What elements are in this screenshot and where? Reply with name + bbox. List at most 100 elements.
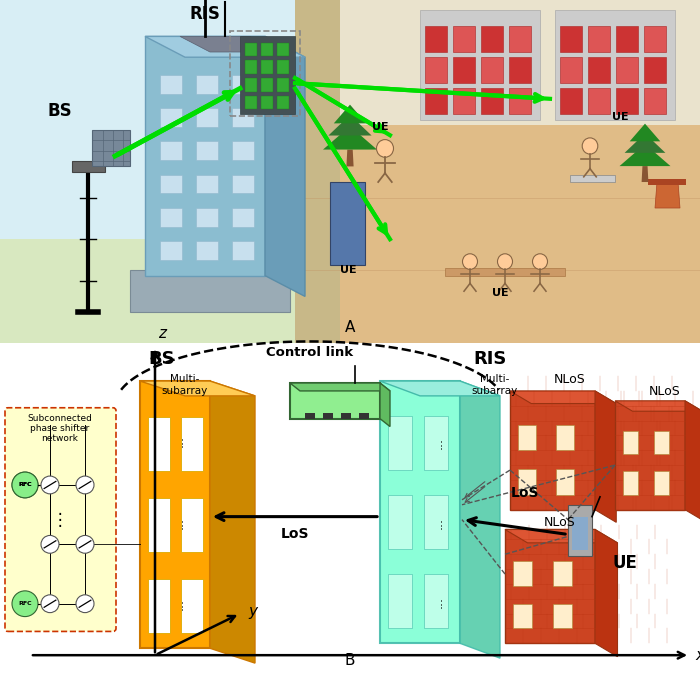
Text: RFC: RFC (18, 483, 32, 487)
Text: B: B (344, 653, 355, 668)
Polygon shape (595, 530, 617, 657)
Polygon shape (240, 36, 295, 114)
Polygon shape (556, 425, 574, 450)
Polygon shape (570, 175, 615, 182)
Circle shape (533, 254, 547, 269)
Polygon shape (388, 574, 412, 629)
Polygon shape (232, 175, 254, 193)
Polygon shape (210, 381, 255, 663)
Text: Subconnected
phase shifter
network: Subconnected phase shifter network (27, 414, 92, 444)
Polygon shape (553, 604, 572, 629)
Polygon shape (420, 10, 540, 120)
Polygon shape (644, 57, 666, 83)
Polygon shape (160, 208, 182, 227)
Polygon shape (425, 88, 447, 114)
Circle shape (498, 254, 512, 269)
Polygon shape (654, 431, 669, 454)
Polygon shape (642, 166, 648, 182)
Polygon shape (160, 141, 182, 160)
Polygon shape (513, 604, 532, 629)
Polygon shape (148, 498, 170, 553)
Polygon shape (460, 381, 500, 658)
Polygon shape (654, 471, 669, 495)
Polygon shape (160, 108, 182, 127)
Polygon shape (148, 417, 170, 471)
Polygon shape (196, 208, 218, 227)
Polygon shape (424, 574, 448, 629)
Circle shape (12, 591, 38, 616)
Polygon shape (245, 78, 257, 92)
Polygon shape (140, 381, 255, 396)
Polygon shape (588, 26, 610, 52)
Text: LoS: LoS (511, 486, 539, 500)
Text: BS: BS (148, 350, 175, 368)
Polygon shape (160, 242, 182, 260)
Polygon shape (196, 175, 218, 193)
Polygon shape (148, 579, 170, 633)
Polygon shape (130, 271, 290, 312)
Polygon shape (261, 42, 273, 56)
Circle shape (76, 536, 94, 553)
Polygon shape (181, 579, 203, 633)
Polygon shape (648, 179, 686, 185)
Polygon shape (277, 42, 289, 56)
Polygon shape (261, 96, 273, 109)
Polygon shape (232, 75, 254, 94)
Polygon shape (623, 431, 638, 454)
FancyBboxPatch shape (5, 408, 116, 631)
Polygon shape (644, 26, 666, 52)
Polygon shape (481, 88, 503, 114)
Polygon shape (560, 26, 582, 52)
Polygon shape (380, 381, 460, 643)
Polygon shape (232, 141, 254, 160)
Polygon shape (346, 149, 354, 166)
Polygon shape (305, 413, 315, 419)
Text: ···: ··· (176, 598, 190, 610)
Polygon shape (245, 42, 257, 56)
Text: Multi-
subarray: Multi- subarray (162, 374, 208, 396)
Polygon shape (0, 0, 310, 239)
Polygon shape (510, 391, 616, 404)
Text: LoS: LoS (281, 526, 309, 540)
Polygon shape (196, 75, 218, 94)
Polygon shape (655, 182, 680, 208)
Polygon shape (553, 561, 572, 586)
Polygon shape (160, 175, 182, 193)
Polygon shape (359, 413, 369, 419)
Polygon shape (630, 124, 660, 141)
Text: x: x (695, 647, 700, 663)
Polygon shape (196, 242, 218, 260)
Text: Multi-
subarray: Multi- subarray (472, 374, 518, 396)
Text: ···: ··· (435, 596, 449, 608)
Text: RIS: RIS (473, 350, 507, 368)
Circle shape (377, 139, 393, 157)
Polygon shape (0, 0, 310, 343)
Polygon shape (0, 239, 310, 343)
Polygon shape (453, 26, 475, 52)
Text: RIS: RIS (190, 5, 220, 23)
Polygon shape (295, 0, 340, 343)
Polygon shape (232, 208, 254, 227)
Circle shape (41, 536, 59, 553)
Polygon shape (334, 104, 366, 123)
Text: UE: UE (340, 264, 356, 275)
Polygon shape (232, 242, 254, 260)
Polygon shape (453, 88, 475, 114)
Text: ···: ··· (435, 517, 449, 528)
Polygon shape (388, 416, 412, 470)
Circle shape (41, 595, 59, 612)
Circle shape (41, 476, 59, 494)
Polygon shape (277, 78, 289, 92)
Polygon shape (145, 36, 305, 57)
Text: NLoS: NLoS (554, 373, 586, 386)
Text: z: z (158, 326, 166, 341)
Text: ···: ··· (435, 437, 449, 450)
Text: Control link: Control link (267, 347, 354, 359)
Polygon shape (453, 57, 475, 83)
Polygon shape (505, 530, 595, 643)
Polygon shape (509, 57, 531, 83)
Text: BS: BS (48, 102, 72, 120)
Polygon shape (518, 425, 536, 450)
Polygon shape (644, 88, 666, 114)
Polygon shape (277, 61, 289, 74)
